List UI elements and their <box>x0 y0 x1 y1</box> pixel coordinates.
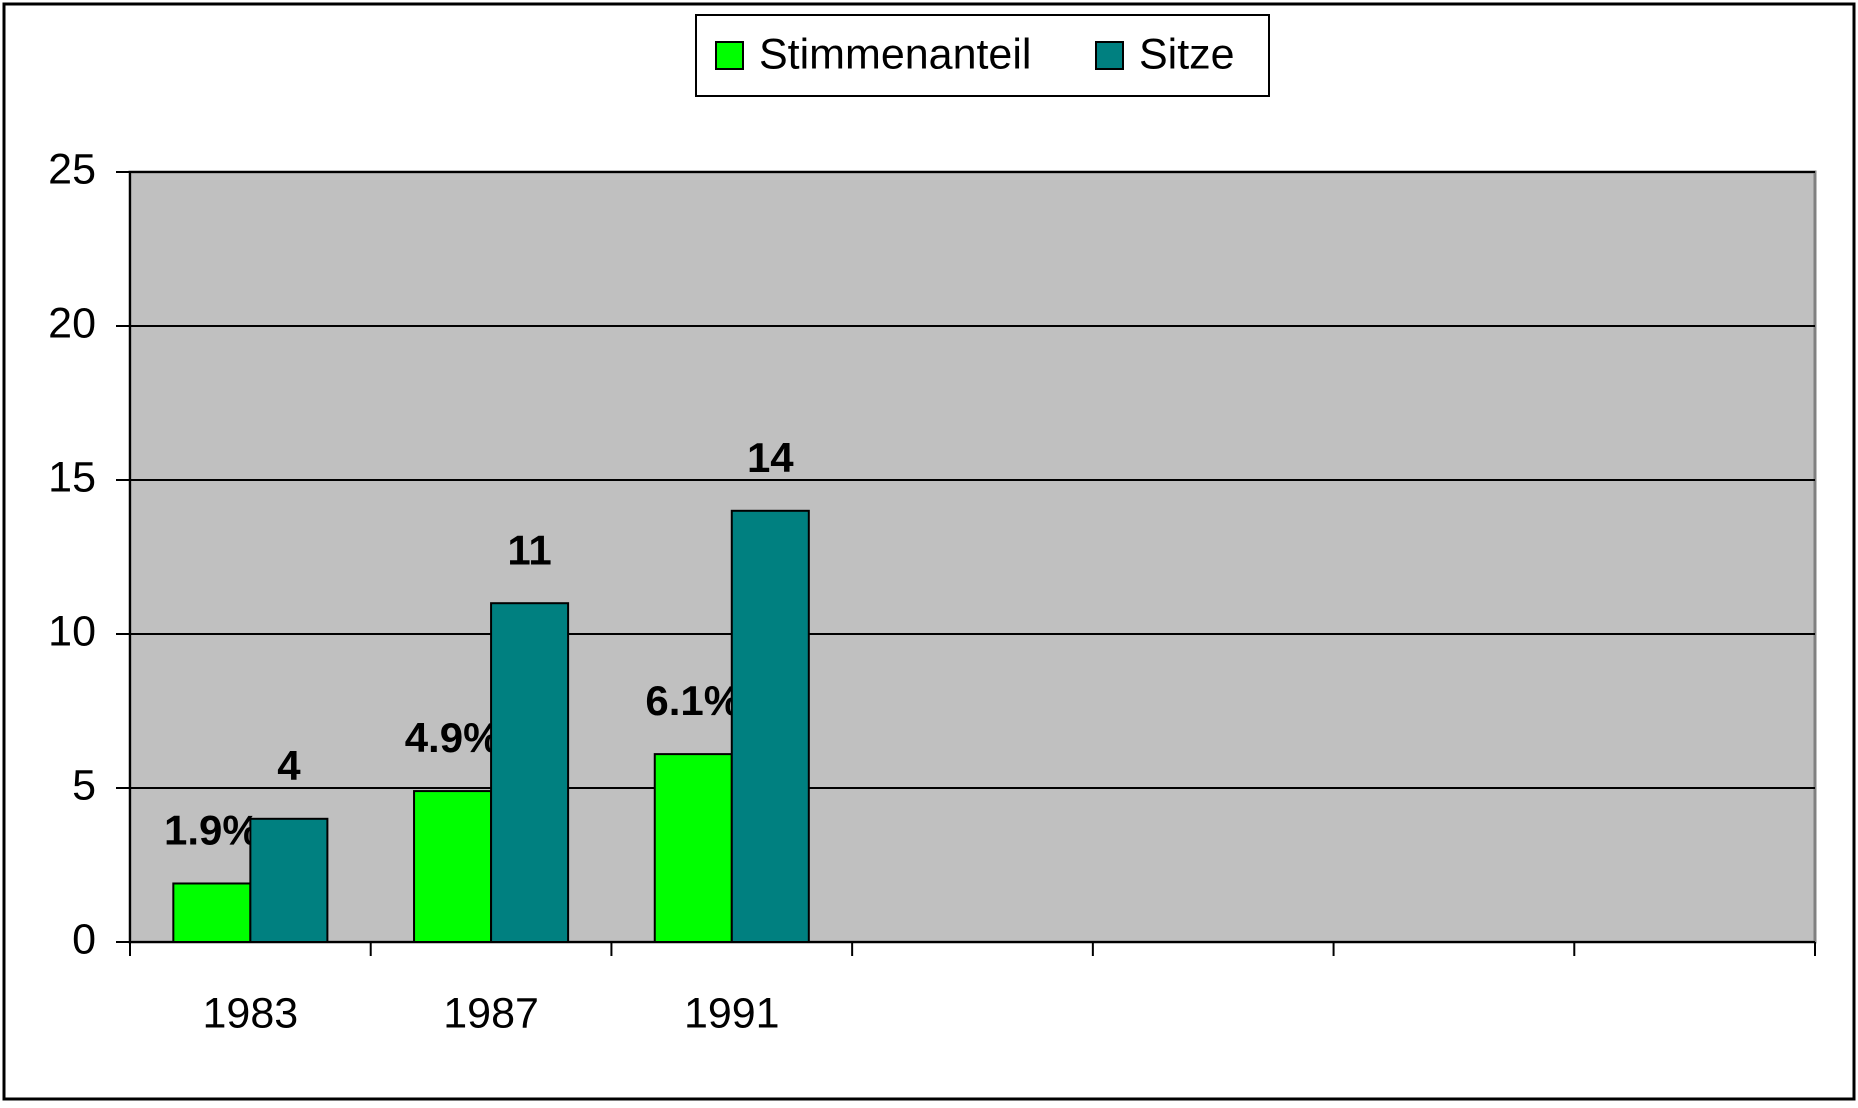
plot-area <box>128 170 1817 944</box>
legend-swatch <box>715 41 744 70</box>
bar <box>249 817 329 943</box>
legend-swatch <box>1095 41 1124 70</box>
y-tick-label: 5 <box>72 761 96 809</box>
bar <box>730 509 810 943</box>
data-label: 6.1% <box>645 677 741 724</box>
data-label: 1.9% <box>164 807 260 854</box>
data-label: 4 <box>277 742 301 789</box>
legend-label: Sitze <box>1139 30 1235 78</box>
data-label: 14 <box>747 434 794 481</box>
x-tick-label: 1983 <box>203 989 299 1037</box>
x-tick-label: 1991 <box>684 989 780 1037</box>
x-tick-label: 1987 <box>443 989 539 1037</box>
legend-label: Stimmenanteil <box>759 30 1031 78</box>
y-tick-label: 15 <box>48 453 96 501</box>
y-tick-label: 20 <box>48 299 96 347</box>
data-label: 11 <box>507 526 551 573</box>
bar <box>413 790 493 944</box>
legend-box <box>695 14 1270 97</box>
y-tick-label: 10 <box>48 607 96 655</box>
data-label: 4.9% <box>405 714 501 761</box>
bar <box>490 602 570 943</box>
bar <box>653 753 733 943</box>
y-tick-label: 0 <box>72 915 96 963</box>
y-tick-label: 25 <box>48 145 96 193</box>
bar <box>172 882 252 943</box>
